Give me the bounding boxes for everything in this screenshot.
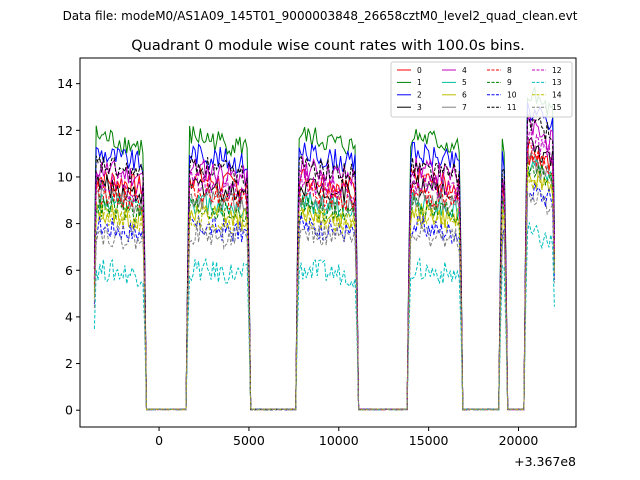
y-tick-label: 12 xyxy=(57,123,73,138)
series-line-8 xyxy=(93,140,555,411)
y-tick-label: 4 xyxy=(65,309,73,324)
y-tick-label: 0 xyxy=(65,403,73,418)
legend-label: 4 xyxy=(462,66,467,75)
series-line-12 xyxy=(93,131,555,411)
chart-title: Quadrant 0 module wise count rates with … xyxy=(131,38,525,54)
legend-label: 10 xyxy=(507,91,517,100)
legend-label: 13 xyxy=(552,78,562,87)
series-line-1 xyxy=(93,85,555,411)
legend-label: 7 xyxy=(462,103,467,112)
legend-label: 12 xyxy=(552,66,562,75)
y-tick-label: 2 xyxy=(65,356,73,371)
x-tick-label: 20000 xyxy=(499,433,539,448)
legend-label: 5 xyxy=(462,78,467,87)
series-line-11 xyxy=(93,113,555,411)
series-line-15 xyxy=(93,191,555,411)
legend-label: 6 xyxy=(462,91,467,100)
legend-label: 11 xyxy=(507,103,517,112)
series-line-14 xyxy=(93,164,555,411)
x-tick-label: 15000 xyxy=(409,433,449,448)
legend-label: 2 xyxy=(417,91,422,100)
series-layer xyxy=(93,85,555,411)
series-line-0 xyxy=(93,144,555,411)
x-tick-label: 5000 xyxy=(233,433,265,448)
x-offset-label: +3.367e8 xyxy=(514,454,576,469)
series-line-4 xyxy=(93,115,555,411)
legend-label: 8 xyxy=(507,66,512,75)
series-line-13 xyxy=(93,222,555,411)
y-tick-label: 10 xyxy=(57,169,73,184)
x-tick-label: 10000 xyxy=(319,433,359,448)
x-tick-label: 0 xyxy=(155,433,163,448)
y-tick-label: 8 xyxy=(65,216,73,231)
chart-suptitle: Data file: modeM0/AS1A09_145T01_90000038… xyxy=(63,9,578,23)
series-line-10 xyxy=(93,182,555,411)
legend-box xyxy=(390,61,573,118)
y-tick-label: 14 xyxy=(57,76,73,91)
legend-label: 3 xyxy=(417,103,422,112)
legend-label: 0 xyxy=(417,66,422,75)
legend-label: 15 xyxy=(552,103,562,112)
legend-label: 14 xyxy=(552,91,562,100)
legend-label: 9 xyxy=(507,78,512,87)
plot-frame xyxy=(79,57,577,428)
y-tick-label: 6 xyxy=(65,263,73,278)
legend-label: 1 xyxy=(417,78,422,87)
